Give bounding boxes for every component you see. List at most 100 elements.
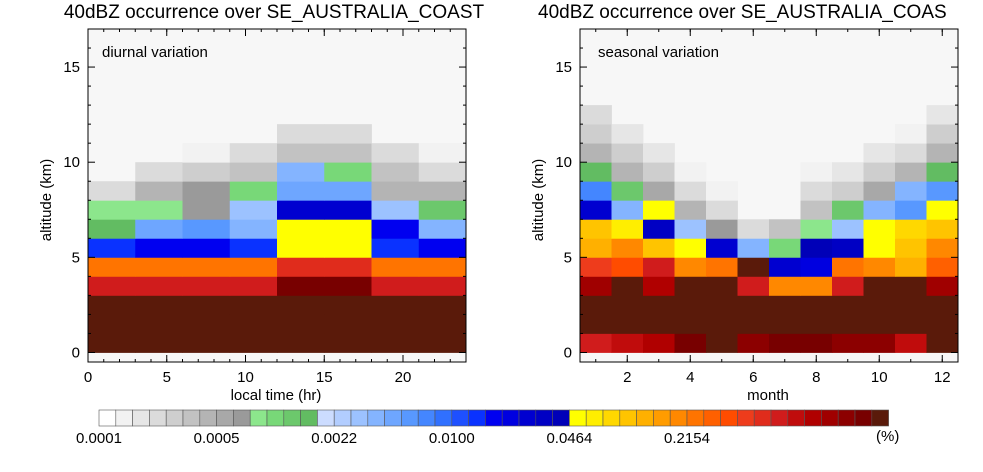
diurnal-cell-r10-c7 bbox=[418, 143, 467, 163]
seasonal-x-ticks: 2 4 6 8 10 12 bbox=[595, 29, 951, 386]
seasonal-cell-r1-c3 bbox=[674, 314, 707, 334]
diurnal-annotation: diurnal variation bbox=[102, 44, 208, 61]
seasonal-cell-r5-c8 bbox=[832, 238, 864, 258]
colorbar-tick-label: 0.2154 bbox=[664, 430, 710, 447]
diurnal-cell-r10-c3 bbox=[229, 143, 278, 163]
seasonal-cell-r5-c9 bbox=[863, 238, 896, 258]
seasonal-cell-r6-c10 bbox=[895, 219, 927, 239]
colorbar-cell-45 bbox=[854, 409, 873, 427]
diurnal-heatmap-cells bbox=[88, 124, 467, 353]
seasonal-cell-r3-c1 bbox=[611, 276, 644, 296]
diurnal-cell-r2-c7 bbox=[418, 295, 467, 315]
diurnal-x-tick-label: 0 bbox=[84, 369, 92, 386]
seasonal-cell-r11-c0 bbox=[580, 124, 612, 144]
colorbar-tick-label: 0.0022 bbox=[311, 430, 357, 447]
seasonal-cell-r2-c2 bbox=[643, 295, 675, 315]
colorbar-cells bbox=[98, 409, 889, 427]
seasonal-cell-r6-c3 bbox=[674, 219, 707, 239]
seasonal-cell-r7-c0 bbox=[580, 200, 612, 220]
colorbar-cell-0 bbox=[98, 409, 117, 427]
colorbar-tick-labels: 0.0001 0.0005 0.0022 0.0100 0.0464 0.2154 bbox=[76, 430, 710, 447]
seasonal-cell-r7-c2 bbox=[643, 200, 675, 220]
diurnal-cell-r9-c6 bbox=[371, 162, 420, 182]
diurnal-cell-r4-c0 bbox=[88, 257, 136, 277]
seasonal-cell-r1-c6 bbox=[769, 314, 801, 334]
diurnal-cell-r6-c5 bbox=[324, 219, 372, 239]
diurnal-cell-r2-c0 bbox=[88, 295, 136, 315]
colorbar-cell-25 bbox=[518, 409, 537, 427]
seasonal-cell-r1-c9 bbox=[863, 314, 896, 334]
colorbar-cell-28 bbox=[569, 409, 587, 427]
diurnal-cell-r5-c1 bbox=[135, 238, 183, 258]
diurnal-cell-r3-c6 bbox=[371, 276, 420, 296]
colorbar-cell-31 bbox=[619, 409, 637, 427]
colorbar-cell-34 bbox=[669, 409, 688, 427]
seasonal-cell-r12-c11 bbox=[926, 105, 959, 125]
seasonal-cell-r0-c6 bbox=[769, 333, 801, 353]
seasonal-cell-r9-c9 bbox=[863, 162, 896, 182]
seasonal-cell-r9-c11 bbox=[926, 162, 959, 182]
seasonal-x-tick-label: 12 bbox=[934, 369, 951, 386]
diurnal-panel: 40dBZ occurrence over SE_AUSTRALIA_COAST… bbox=[38, 2, 485, 404]
colorbar-cell-39 bbox=[753, 409, 772, 427]
diurnal-cell-r9-c7 bbox=[418, 162, 467, 182]
seasonal-cell-r0-c7 bbox=[800, 333, 833, 353]
diurnal-cell-r3-c2 bbox=[182, 276, 231, 296]
seasonal-cell-r4-c2 bbox=[643, 257, 675, 277]
seasonal-cell-r7-c9 bbox=[863, 200, 896, 220]
colorbar-cell-30 bbox=[602, 409, 621, 427]
seasonal-cell-r6-c1 bbox=[611, 219, 644, 239]
diurnal-cell-r8-c4 bbox=[277, 181, 325, 201]
seasonal-cell-r8-c10 bbox=[895, 181, 927, 201]
seasonal-cell-r5-c2 bbox=[643, 238, 675, 258]
seasonal-y-tick-label: 10 bbox=[555, 154, 572, 171]
colorbar-cell-42 bbox=[804, 409, 822, 427]
colorbar-cell-4 bbox=[165, 409, 184, 427]
seasonal-cell-r10-c10 bbox=[895, 143, 927, 163]
seasonal-cell-r7-c8 bbox=[832, 200, 864, 220]
seasonal-panel: 40dBZ occurrence over SE_AUSTRALIA_COAS … bbox=[530, 2, 959, 404]
seasonal-cell-r4-c0 bbox=[580, 257, 612, 277]
seasonal-cell-r12-c0 bbox=[580, 105, 612, 125]
seasonal-cell-r3-c3 bbox=[674, 276, 707, 296]
colorbar-cell-27 bbox=[552, 409, 570, 427]
colorbar-cell-41 bbox=[787, 409, 805, 427]
diurnal-cell-r10-c4 bbox=[277, 143, 325, 163]
diurnal-cell-r4-c2 bbox=[182, 257, 231, 277]
seasonal-cell-r6-c11 bbox=[926, 219, 959, 239]
seasonal-cell-r8-c7 bbox=[800, 181, 833, 201]
colorbar-cell-11 bbox=[283, 409, 301, 427]
seasonal-cell-r3-c7 bbox=[800, 276, 833, 296]
diurnal-y-ticks: 0 5 10 15 bbox=[63, 28, 466, 361]
seasonal-cell-r6-c7 bbox=[800, 219, 833, 239]
seasonal-y-tick-label: 5 bbox=[564, 249, 572, 266]
diurnal-cell-r2-c6 bbox=[371, 295, 420, 315]
seasonal-cell-r2-c5 bbox=[737, 295, 770, 315]
diurnal-cell-r10-c5 bbox=[324, 143, 372, 163]
seasonal-cell-r5-c3 bbox=[674, 238, 707, 258]
seasonal-cell-r7-c4 bbox=[706, 200, 738, 220]
seasonal-cell-r9-c3 bbox=[674, 162, 707, 182]
diurnal-cell-r0-c2 bbox=[182, 333, 231, 353]
colorbar-tick-label: 0.0001 bbox=[76, 430, 122, 447]
seasonal-cell-r2-c8 bbox=[832, 295, 864, 315]
seasonal-cell-r0-c8 bbox=[832, 333, 864, 353]
colorbar-cell-14 bbox=[333, 409, 352, 427]
colorbar-tick-label: 0.0100 bbox=[429, 430, 475, 447]
seasonal-y-axis-label: altitude (km) bbox=[530, 159, 547, 242]
seasonal-cell-r11-c11 bbox=[926, 124, 959, 144]
diurnal-cell-r4-c3 bbox=[229, 257, 278, 277]
seasonal-cell-r6-c9 bbox=[863, 219, 896, 239]
diurnal-title: 40dBZ occurrence over SE_AUSTRALIA_COAST bbox=[64, 2, 485, 23]
seasonal-cell-r9-c8 bbox=[832, 162, 864, 182]
seasonal-cell-r6-c8 bbox=[832, 219, 864, 239]
diurnal-cell-r1-c1 bbox=[135, 314, 183, 334]
seasonal-cell-r5-c4 bbox=[706, 238, 738, 258]
diurnal-cell-r1-c7 bbox=[418, 314, 467, 334]
diurnal-cell-r7-c7 bbox=[418, 200, 467, 220]
seasonal-y-tick-label: 15 bbox=[555, 59, 572, 76]
seasonal-cell-r5-c10 bbox=[895, 238, 927, 258]
seasonal-cell-r0-c10 bbox=[895, 333, 927, 353]
seasonal-plot-frame bbox=[579, 28, 959, 363]
